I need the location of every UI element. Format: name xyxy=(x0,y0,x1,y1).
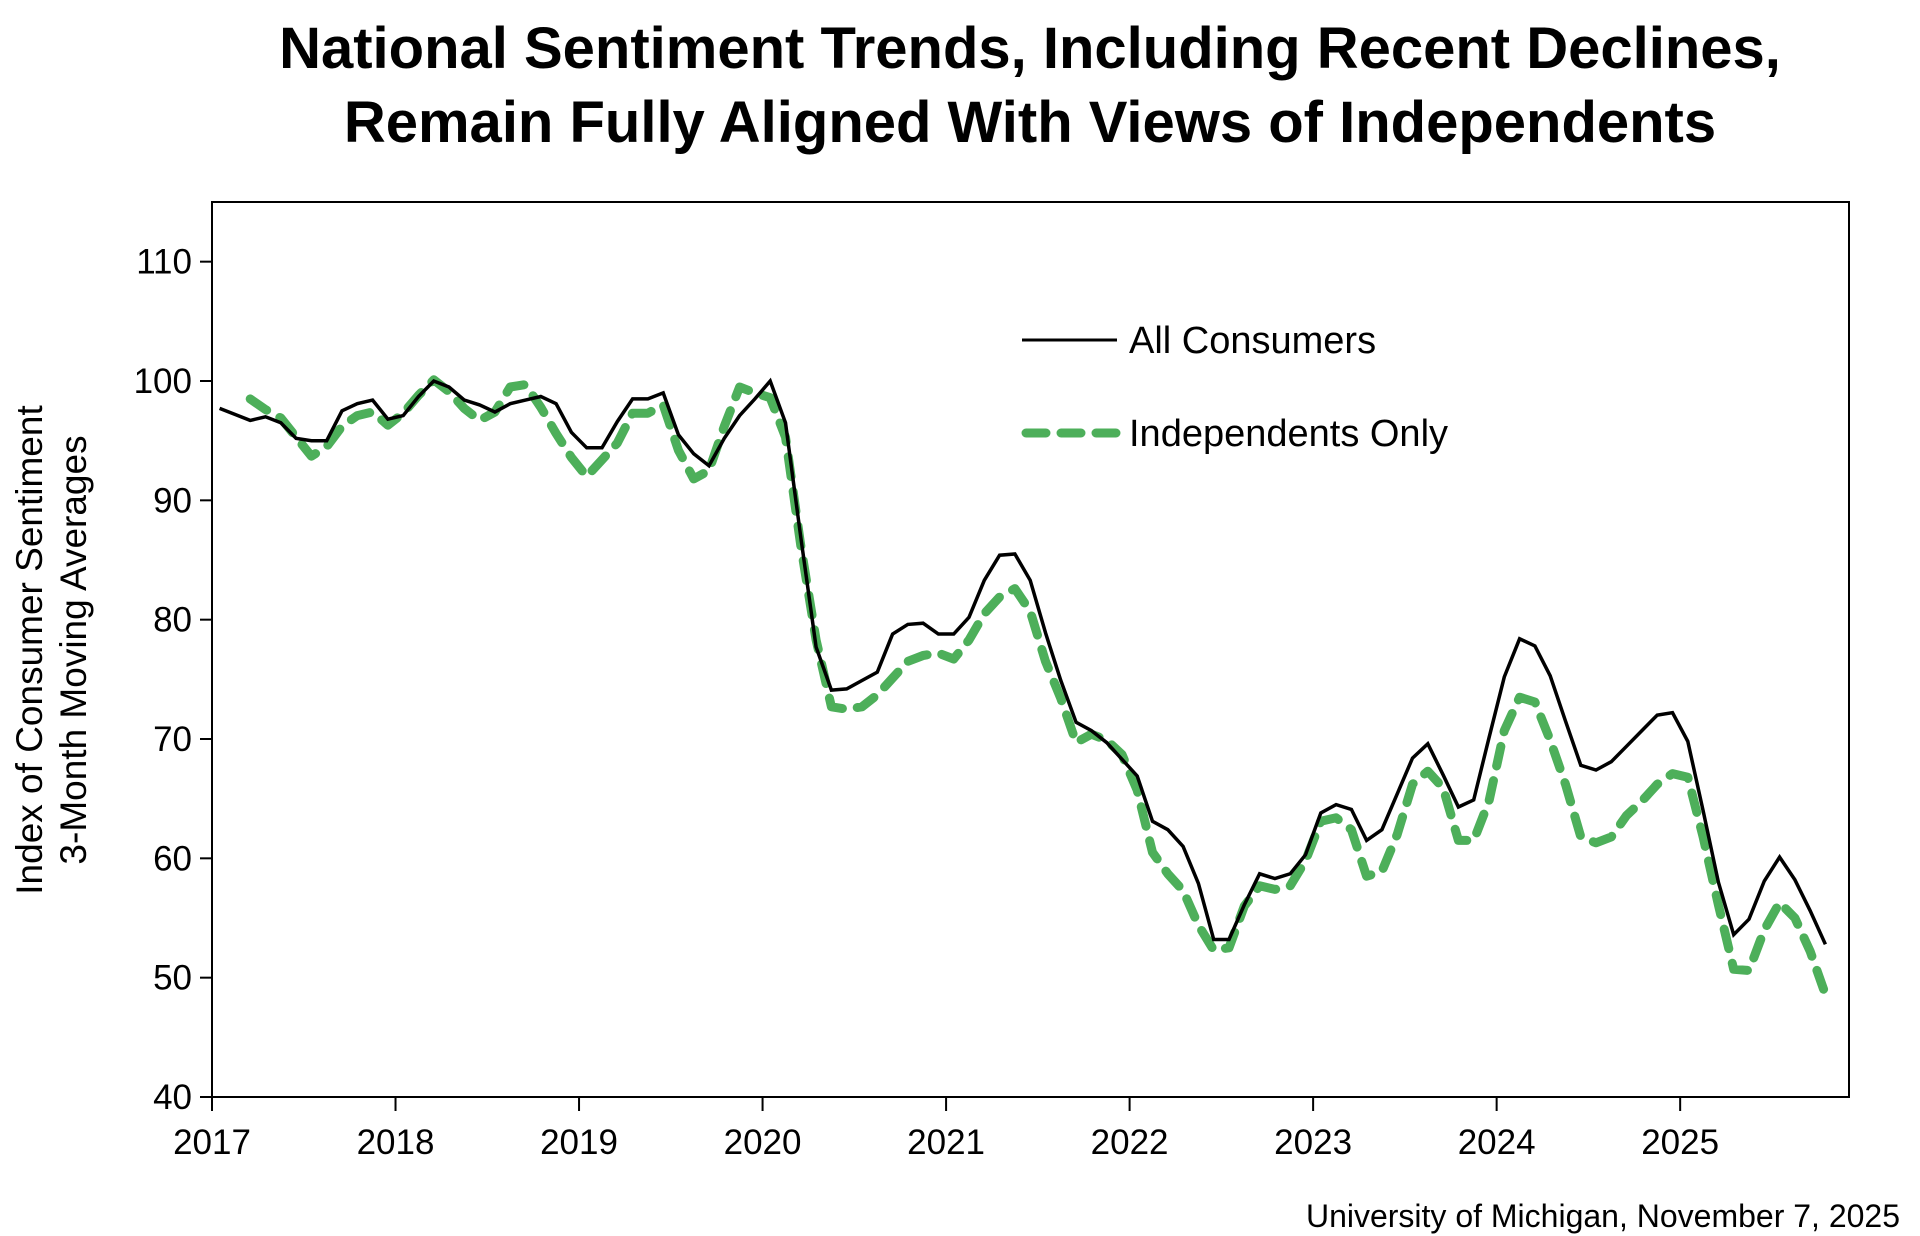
x-tick-label: 2021 xyxy=(907,1123,985,1162)
y-tick-label: 50 xyxy=(153,959,192,998)
x-tick-label: 2023 xyxy=(1274,1123,1352,1162)
y-tick-label: 80 xyxy=(153,601,192,640)
y-axis-label-line-1: Index of Consumer Sentiment xyxy=(9,405,50,895)
x-tick-label: 2020 xyxy=(724,1123,802,1162)
x-tick-label: 2025 xyxy=(1641,1123,1719,1162)
x-tick-label: 2019 xyxy=(540,1123,618,1162)
y-tick-label: 60 xyxy=(153,839,192,878)
source-note: University of Michigan, November 7, 2025 xyxy=(1306,1198,1900,1234)
y-tick-label: 40 xyxy=(153,1078,192,1117)
y-tick-label: 70 xyxy=(153,720,192,759)
series-lines xyxy=(218,375,1830,999)
legend-label-independents-only: Independents Only xyxy=(1129,413,1448,455)
x-axis: 2017 2018 2019 2020 2021 2022 2023 2024 2025 xyxy=(173,1097,1719,1162)
y-tick-label: 100 xyxy=(134,362,192,401)
x-tick-label: 2024 xyxy=(1458,1123,1536,1162)
series-line-independents-only xyxy=(245,375,1830,999)
chart-title-line-1: National Sentiment Trends, Including Rec… xyxy=(279,16,1781,81)
legend: All Consumers Independents Only xyxy=(1021,320,1448,455)
y-axis-label-line-2: 3-Month Moving Averages xyxy=(53,435,94,864)
y-axis: 40 50 60 70 80 90 100 110 xyxy=(134,243,212,1117)
y-tick-label: 110 xyxy=(136,243,192,282)
series-line-all-consumers xyxy=(218,377,1827,946)
y-tick-label: 90 xyxy=(153,481,192,520)
legend-label-all-consumers: All Consumers xyxy=(1129,320,1376,362)
chart-title-line-2: Remain Fully Aligned With Views of Indep… xyxy=(344,90,1716,155)
x-tick-label: 2018 xyxy=(357,1123,435,1162)
x-tick-label: 2022 xyxy=(1091,1123,1169,1162)
x-tick-label: 2017 xyxy=(173,1123,251,1162)
plot-area xyxy=(211,201,1850,1098)
